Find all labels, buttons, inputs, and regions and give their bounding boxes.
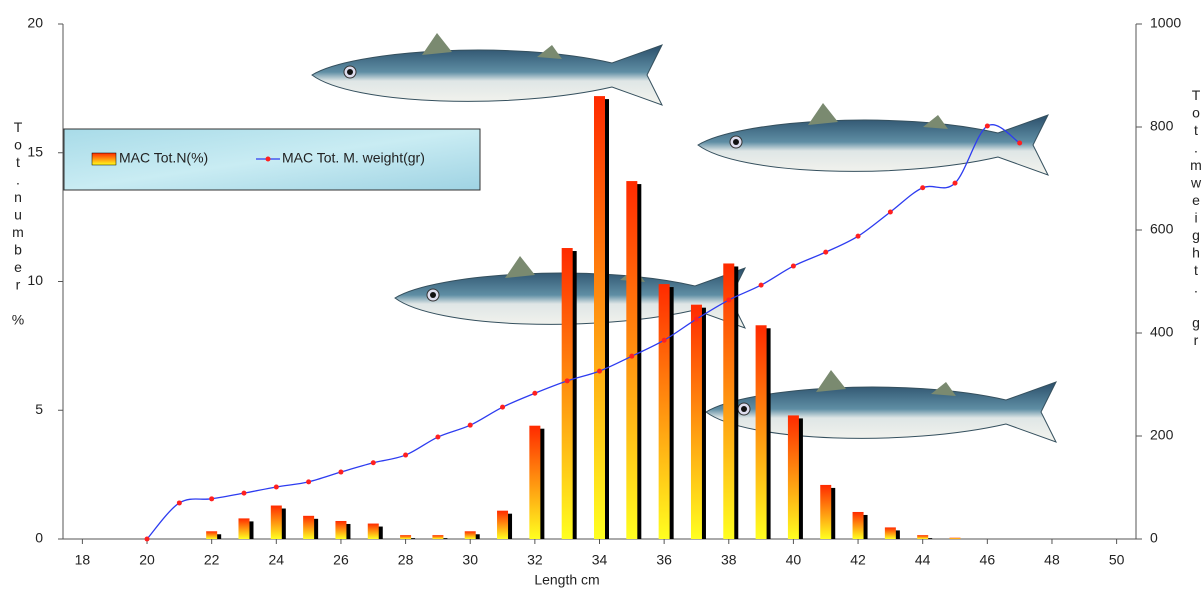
- x-tick-label: 22: [204, 552, 220, 568]
- x-tick-label: 42: [850, 552, 866, 568]
- bar: [464, 531, 476, 539]
- line-marker: [435, 434, 441, 440]
- x-tick-label: 32: [527, 552, 543, 568]
- line-marker: [887, 209, 893, 215]
- line-marker: [273, 484, 279, 490]
- x-tick-label: 40: [786, 552, 802, 568]
- y-tick-label: 5: [35, 401, 43, 417]
- bar: [917, 535, 929, 539]
- bar: [367, 523, 379, 539]
- x-tick-label: 38: [721, 552, 737, 568]
- x-axis-title: Length cm: [534, 572, 599, 588]
- bar: [820, 484, 832, 539]
- fish-illustrations: [311, 32, 1057, 443]
- line-marker: [790, 263, 796, 269]
- line-marker: [403, 452, 409, 458]
- line-marker: [597, 368, 602, 374]
- line-marker: [661, 337, 667, 343]
- line-marker: [176, 500, 182, 506]
- line-marker: [564, 378, 570, 384]
- bar: [852, 511, 864, 539]
- line-marker: [500, 404, 506, 410]
- x-tick-label: 36: [656, 552, 672, 568]
- line: [146, 124, 1021, 540]
- x-tick-label: 24: [269, 552, 285, 568]
- y2-tick-label: 200: [1150, 427, 1174, 443]
- bar: [400, 535, 412, 539]
- x-tick-label: 46: [980, 552, 996, 568]
- y-tick-label: 20: [27, 15, 43, 31]
- bar: [658, 284, 670, 539]
- line-marker: [209, 496, 215, 502]
- line-marker: [370, 460, 376, 466]
- line-marker: [306, 479, 312, 485]
- y2-tick-label: 400: [1150, 324, 1174, 340]
- bar: [206, 531, 218, 539]
- x-tick-label: 34: [592, 552, 608, 568]
- x-tick-label: 20: [139, 552, 155, 568]
- bar: [529, 425, 541, 539]
- line-marker: [144, 536, 150, 542]
- x-tick-label: 26: [333, 552, 349, 568]
- line-marker: [693, 316, 699, 322]
- y-tick-label: 10: [27, 272, 43, 288]
- bar: [690, 304, 702, 539]
- legend-marker: [265, 156, 271, 162]
- line-marker: [920, 185, 926, 191]
- line-marker: [1017, 140, 1023, 146]
- line-marker: [855, 233, 861, 239]
- line-marker: [467, 422, 473, 428]
- line-marker: [726, 297, 732, 303]
- bar: [335, 520, 347, 539]
- x-tick-label: 48: [1044, 552, 1060, 568]
- legend-label: MAC Tot. M. weight(gr): [282, 150, 425, 166]
- y2-tick-label: 600: [1150, 221, 1174, 237]
- bar: [497, 510, 509, 539]
- line-marker: [241, 490, 247, 496]
- bar: [787, 415, 799, 539]
- line-marker: [338, 469, 344, 475]
- x-tick-label: 44: [915, 552, 931, 568]
- line-marker: [629, 353, 635, 359]
- bar: [723, 263, 735, 539]
- legend-label: MAC Tot.N(%): [119, 150, 208, 166]
- line-marker: [984, 123, 990, 129]
- x-tick-label: 28: [398, 552, 414, 568]
- bar: [949, 537, 961, 539]
- legend-swatch: [91, 152, 117, 166]
- x-tick-label: 18: [75, 552, 91, 568]
- y-tick-label: 15: [27, 143, 43, 159]
- line-marker: [952, 180, 958, 186]
- bar: [755, 325, 767, 539]
- x-tick-label: 50: [1109, 552, 1125, 568]
- y2-tick-label: 800: [1150, 118, 1174, 134]
- y2-tick-label: 1000: [1150, 15, 1181, 31]
- bar: [303, 515, 315, 539]
- bar: [561, 248, 573, 539]
- y-tick-label: 0: [35, 530, 43, 546]
- line-marker: [823, 249, 829, 255]
- bar: [238, 518, 250, 539]
- line-marker: [532, 390, 538, 396]
- line-marker: [758, 282, 764, 288]
- bar: [432, 535, 444, 539]
- bar: [626, 181, 638, 539]
- y2-tick-label: 0: [1150, 530, 1158, 546]
- bar: [594, 96, 605, 539]
- x-tick-label: 30: [462, 552, 478, 568]
- bar: [270, 505, 282, 539]
- bar: [884, 527, 896, 539]
